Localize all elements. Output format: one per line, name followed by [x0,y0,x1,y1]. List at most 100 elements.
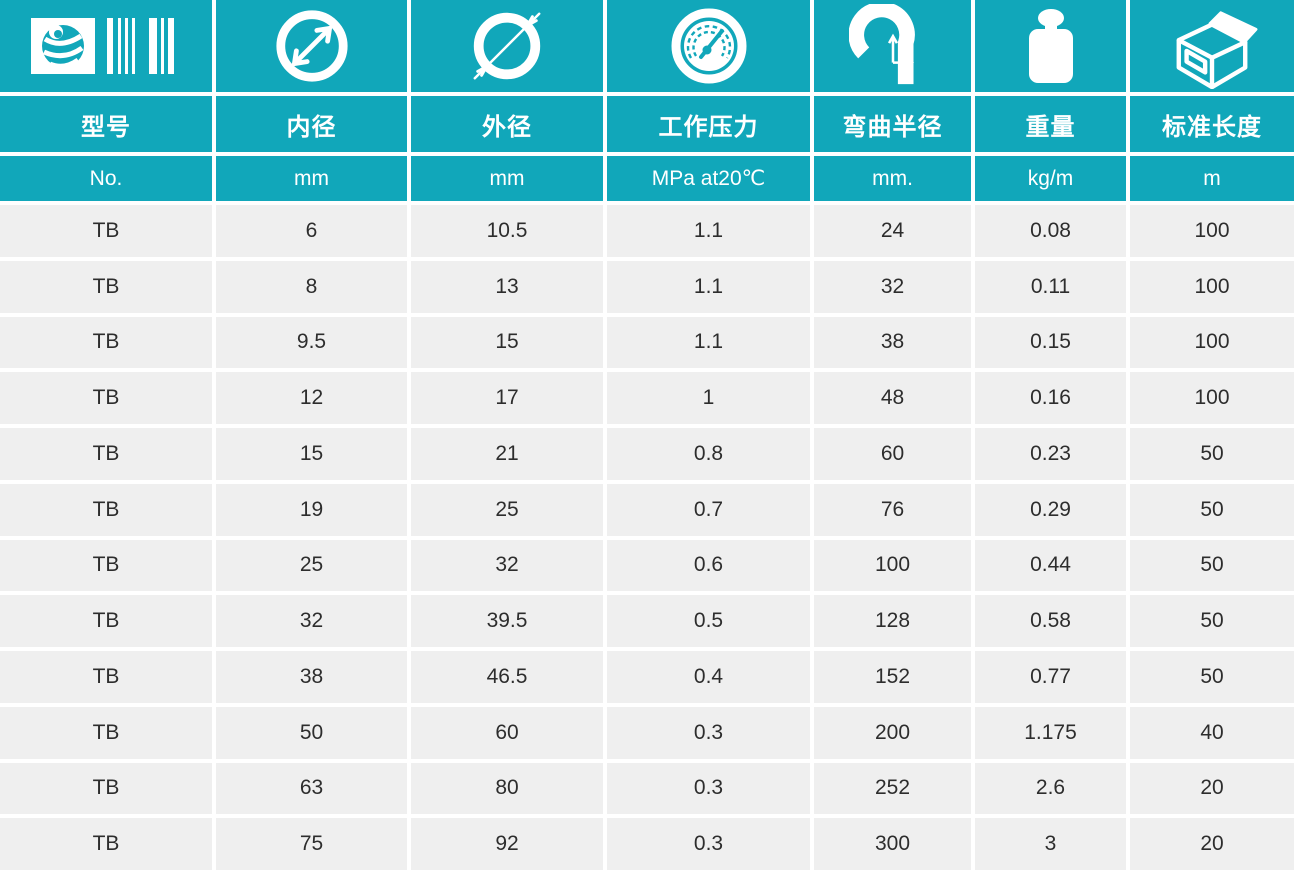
table-cell-r6-weight: 0.29 [975,483,1126,536]
table-cell-r5-outer: 21 [411,428,603,480]
table-cell-r12-model: TB [0,818,212,870]
table-cell-r5-bend: 60 [814,428,971,480]
table-cell-r6-model: TB [0,483,212,536]
table-cell-r10-outer: 60 [411,706,603,759]
table-cell-r4-model: TB [0,372,212,424]
box-icon [1161,3,1263,89]
weight-icon [1018,7,1084,85]
column-title-inner: 内径 [216,96,407,152]
column-unit-length: m [1130,156,1294,201]
table-cell-r11-model: TB [0,762,212,815]
column-icon-cell-length [1130,0,1294,92]
table-cell-r12-bend: 300 [814,818,971,870]
table-cell-r10-bend: 200 [814,706,971,759]
table-cell-r5-model: TB [0,428,212,480]
table-cell-r9-inner: 38 [216,651,407,703]
table-cell-r4-inner: 12 [216,372,407,424]
column-icon-cell-bend [814,0,971,92]
column-icon-cell-weight [975,0,1126,92]
logo-barcode-icon [31,15,181,77]
table-cell-r11-inner: 63 [216,762,407,815]
table-cell-r10-weight: 1.175 [975,706,1126,759]
table-cell-r8-bend: 128 [814,595,971,647]
table-cell-r9-pressure: 0.4 [607,651,810,703]
table-cell-r10-model: TB [0,706,212,759]
table-cell-r11-pressure: 0.3 [607,762,810,815]
column-unit-bend: mm. [814,156,971,201]
table-cell-r11-length: 20 [1130,762,1294,815]
table-cell-r2-weight: 0.11 [975,260,1126,313]
table-cell-r5-length: 50 [1130,428,1294,480]
table-cell-r8-inner: 32 [216,595,407,647]
table-cell-r2-pressure: 1.1 [607,260,810,313]
table-cell-r4-weight: 0.16 [975,372,1126,424]
table-cell-r8-model: TB [0,595,212,647]
table-cell-r2-outer: 13 [411,260,603,313]
table-cell-r1-inner: 6 [216,205,407,257]
table-cell-r11-outer: 80 [411,762,603,815]
pressure-gauge-icon [669,6,749,86]
column-title-bend: 弯曲半径 [814,96,971,152]
table-cell-r3-bend: 38 [814,316,971,369]
column-icon-cell-pressure [607,0,810,92]
table-cell-r6-outer: 25 [411,483,603,536]
bend-radius-icon [848,4,937,88]
table-cell-r2-inner: 8 [216,260,407,313]
column-unit-model: No. [0,156,212,201]
table-cell-r8-outer: 39.5 [411,595,603,647]
table-cell-r5-weight: 0.23 [975,428,1126,480]
table-cell-r11-weight: 2.6 [975,762,1126,815]
table-cell-r3-inner: 9.5 [216,316,407,369]
column-title-pressure: 工作压力 [607,96,810,152]
table-cell-r12-weight: 3 [975,818,1126,870]
table-cell-r12-inner: 75 [216,818,407,870]
table-cell-r9-length: 50 [1130,651,1294,703]
table-cell-r7-pressure: 0.6 [607,539,810,592]
column-icon-cell-inner [216,0,407,92]
table-cell-r11-bend: 252 [814,762,971,815]
table-cell-r1-bend: 24 [814,205,971,257]
table-cell-r7-bend: 100 [814,539,971,592]
column-title-weight: 重量 [975,96,1126,152]
table-cell-r7-model: TB [0,539,212,592]
table-cell-r8-pressure: 0.5 [607,595,810,647]
column-icon-cell-outer [411,0,603,92]
column-title-length: 标准长度 [1130,96,1294,152]
table-cell-r4-pressure: 1 [607,372,810,424]
table-cell-r5-pressure: 0.8 [607,428,810,480]
table-cell-r1-weight: 0.08 [975,205,1126,257]
table-cell-r6-length: 50 [1130,483,1294,536]
table-cell-r9-bend: 152 [814,651,971,703]
column-unit-pressure: MPa at20℃ [607,156,810,201]
column-unit-inner: mm [216,156,407,201]
column-unit-weight: kg/m [975,156,1126,201]
table-cell-r4-outer: 17 [411,372,603,424]
table-cell-r8-length: 50 [1130,595,1294,647]
table-cell-r7-inner: 25 [216,539,407,592]
column-title-model: 型号 [0,96,212,152]
table-cell-r10-inner: 50 [216,706,407,759]
table-cell-r1-length: 100 [1130,205,1294,257]
table-cell-r3-model: TB [0,316,212,369]
inner-diameter-icon [273,7,351,85]
table-cell-r8-weight: 0.58 [975,595,1126,647]
table-cell-r7-weight: 0.44 [975,539,1126,592]
table-cell-r1-pressure: 1.1 [607,205,810,257]
table-cell-r6-inner: 19 [216,483,407,536]
table-cell-r3-length: 100 [1130,316,1294,369]
table-cell-r7-outer: 32 [411,539,603,592]
column-title-outer: 外径 [411,96,603,152]
column-unit-outer: mm [411,156,603,201]
outer-diameter-icon [466,5,548,87]
table-cell-r12-pressure: 0.3 [607,818,810,870]
table-cell-r9-weight: 0.77 [975,651,1126,703]
table-cell-r3-outer: 15 [411,316,603,369]
table-cell-r6-bend: 76 [814,483,971,536]
table-cell-r9-model: TB [0,651,212,703]
table-cell-r3-pressure: 1.1 [607,316,810,369]
table-cell-r3-weight: 0.15 [975,316,1126,369]
table-cell-r4-bend: 48 [814,372,971,424]
table-cell-r4-length: 100 [1130,372,1294,424]
